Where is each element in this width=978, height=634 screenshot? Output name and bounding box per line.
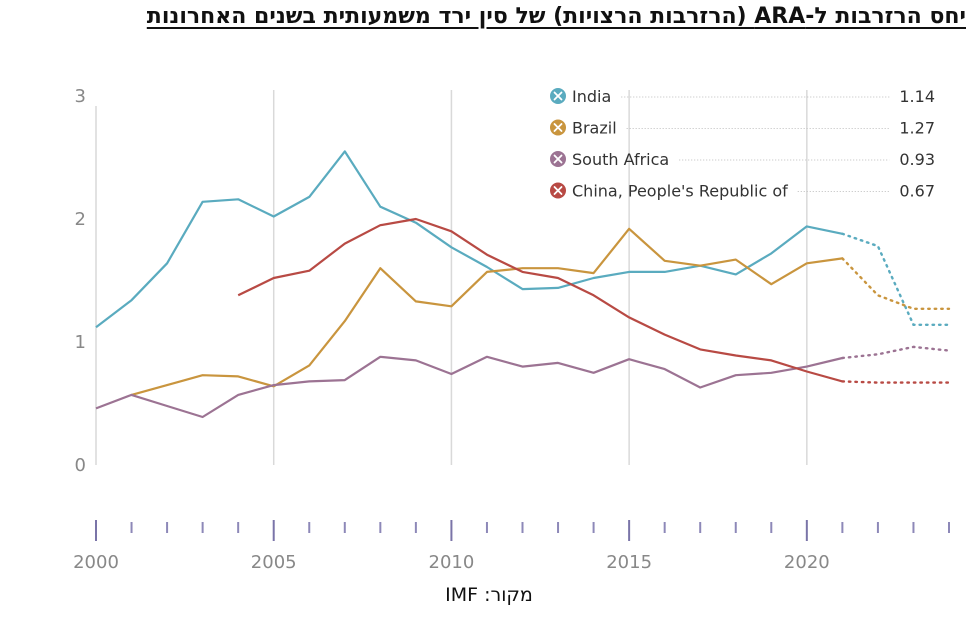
y-axis: 0 1 2 3 <box>75 86 97 476</box>
y-tick-label-0: 0 <box>75 455 86 476</box>
legend-label-brazil: Brazil <box>572 119 617 138</box>
legend-label-south-africa: South Africa <box>572 150 669 169</box>
legend-cross-icon <box>553 123 563 132</box>
legend-value-india: 1.14 <box>899 87 935 106</box>
legend-label-india: India <box>572 87 611 106</box>
series-projection-india <box>841 232 951 326</box>
legend-label-china-people-s-republic-of: China, People's Republic of <box>572 182 788 201</box>
series-line-brazil <box>131 227 843 396</box>
series-line-china-people-s-republic-of <box>237 217 843 383</box>
series-line-india <box>95 150 843 329</box>
y-tick-label-2: 2 <box>75 209 86 230</box>
legend-cross-icon <box>553 186 563 195</box>
legend-value-south-africa: 0.93 <box>899 150 935 169</box>
series-lines <box>95 150 951 419</box>
x-tick-label-2010: 2010 <box>429 552 475 573</box>
chart-title: יחס הרזרבות ל-ARA (הרזרבות הרצויות) של ס… <box>146 4 966 29</box>
legend: India 1.14 Brazil 1.27 South Africa 0.93 China… <box>550 87 935 201</box>
legend-cross-icon <box>553 91 563 101</box>
legend-value-brazil: 1.27 <box>899 119 935 138</box>
legend-cross-icon <box>553 154 563 164</box>
y-tick-label-1: 1 <box>75 332 86 353</box>
series-line-south-africa <box>95 355 843 419</box>
series-projection-brazil <box>841 257 951 310</box>
source-note: מקור: IMF <box>445 584 533 606</box>
y-tick-label-3: 3 <box>75 86 86 107</box>
x-tick-label-2020: 2020 <box>784 552 830 573</box>
legend-item-india: India 1.14 <box>550 87 935 106</box>
series-projection-south-africa <box>841 345 951 360</box>
legend-item-brazil: Brazil 1.27 <box>550 119 935 138</box>
x-tick-label-2000: 2000 <box>73 552 119 573</box>
legend-item-south-africa: South Africa 0.93 <box>550 150 935 169</box>
legend-value-china-people-s-republic-of: 0.67 <box>899 182 935 201</box>
x-tick-label-2005: 2005 <box>251 552 297 573</box>
legend-item-china-people-s-republic-of: China, People's Republic of 0.67 <box>550 182 935 201</box>
grid-lines <box>272 90 808 465</box>
series-projection-china-people-s-republic-of <box>841 380 951 384</box>
x-tick-label-2015: 2015 <box>606 552 652 573</box>
x-axis: 2000 2005 2010 2015 2020 <box>73 520 950 573</box>
